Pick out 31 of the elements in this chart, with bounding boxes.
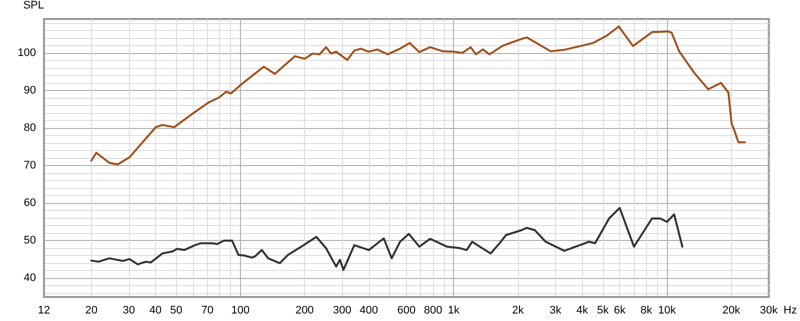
x-tick-label: 70 xyxy=(201,304,214,316)
x-tick-label: 3k xyxy=(550,304,562,316)
y-tick-label: 60 xyxy=(24,197,36,210)
y-tick-label: 90 xyxy=(24,84,36,96)
y-tick-label: 50 xyxy=(24,234,36,247)
x-tick-label: 12 xyxy=(38,304,50,316)
x-tick-label: 600 xyxy=(397,304,416,316)
y-axis-title: SPL xyxy=(23,0,44,12)
x-tick-label: 300 xyxy=(333,304,352,316)
x-tick-label: 30k xyxy=(760,304,778,316)
x-tick-label: 50 xyxy=(170,304,182,316)
x-tick-label: 20k xyxy=(722,304,741,316)
x-tick-label: 1k xyxy=(448,304,460,316)
y-tick-label: 40 xyxy=(24,272,36,284)
x-tick-label: 200 xyxy=(295,304,314,316)
y-tick-label: 80 xyxy=(24,122,36,134)
x-tick-label: 10k xyxy=(658,304,676,316)
x-tick-label: 40 xyxy=(149,304,162,316)
x-tick-label: 6k xyxy=(614,304,626,316)
y-tick-label: 70 xyxy=(24,160,36,172)
y-tick-label: 100 xyxy=(18,46,36,59)
x-tick-label: 5k xyxy=(596,304,610,316)
x-tick-label: 4k xyxy=(576,304,588,316)
x-tick-label: 20 xyxy=(85,304,98,316)
x-tick-label: 30 xyxy=(122,304,136,316)
x-tick-label: 8k xyxy=(640,304,653,316)
x-tick-label: 100 xyxy=(231,304,250,316)
x-tick-label: 2k xyxy=(512,304,524,316)
x-axis-title: Hz xyxy=(784,304,798,316)
x-tick-label: 800 xyxy=(424,304,442,316)
x-tick-label: 400 xyxy=(360,304,378,316)
